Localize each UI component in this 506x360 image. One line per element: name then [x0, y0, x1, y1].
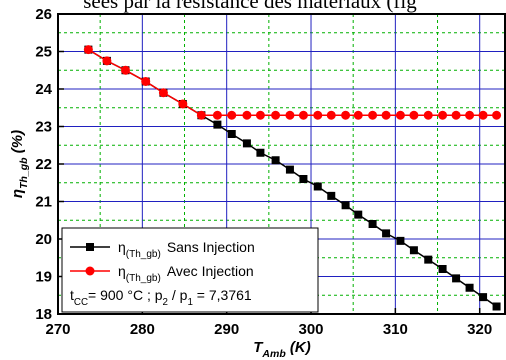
marker — [242, 139, 251, 148]
y-tick-label: 19 — [35, 269, 52, 286]
annotation-part: CC — [74, 297, 88, 308]
legend-marker — [85, 266, 95, 276]
marker — [492, 302, 501, 311]
y-tick-label: 20 — [35, 231, 52, 248]
marker — [438, 110, 448, 120]
x-tick-label: 320 — [467, 321, 492, 338]
marker — [120, 65, 130, 75]
marker — [213, 120, 222, 129]
marker — [341, 201, 350, 210]
x-tick-label: 300 — [299, 321, 324, 338]
marker — [102, 56, 112, 66]
marker — [255, 110, 265, 120]
legend-symbol: η — [118, 239, 126, 255]
marker — [327, 191, 336, 200]
marker — [326, 110, 336, 120]
marker — [212, 110, 222, 120]
marker — [479, 293, 488, 302]
legend-label: η(Th_gb) Avec Injection — [118, 263, 254, 284]
y-tick-label: 23 — [35, 119, 52, 136]
x-axis-label-part: Amb — [261, 348, 286, 360]
marker — [271, 110, 281, 120]
marker — [395, 110, 405, 120]
series-line — [87, 48, 497, 116]
marker — [227, 130, 236, 138]
marker — [158, 88, 168, 98]
marker — [465, 283, 474, 292]
marker — [227, 110, 237, 120]
marker — [438, 265, 447, 273]
annotation: tCC= 900 °C ; p2 / p1 = 7,3761 — [70, 287, 252, 308]
y-tick-label: 26 — [35, 6, 52, 23]
legend-name: Avec Injection — [167, 263, 254, 279]
x-axis-label-part: (K) — [286, 339, 311, 356]
marker — [313, 182, 322, 191]
legend-subscript: (Th_gb) — [126, 273, 161, 284]
y-tick-label: 25 — [35, 44, 52, 61]
annotation-part: 1 — [187, 297, 192, 308]
plot-frame — [57, 13, 506, 315]
marker — [409, 110, 419, 120]
marker — [285, 165, 294, 174]
annotation-part: 2 — [163, 297, 168, 308]
marker — [465, 110, 475, 120]
marker — [424, 255, 433, 264]
marker — [452, 274, 461, 283]
marker — [298, 110, 308, 120]
marker — [242, 110, 252, 120]
marker — [409, 246, 418, 255]
x-tick-label: 290 — [214, 321, 239, 338]
marker — [381, 110, 391, 120]
legend-box — [61, 227, 319, 313]
legend-marker — [86, 243, 94, 251]
marker — [141, 77, 151, 86]
annotation-part: = 7,3761 — [193, 287, 252, 303]
legend-subscript: (Th_gb) — [126, 249, 161, 260]
marker — [396, 236, 405, 245]
x-tick-label: 280 — [130, 321, 155, 338]
marker — [451, 110, 461, 120]
annotation-part: t — [70, 287, 74, 303]
marker — [368, 110, 378, 120]
marker — [478, 110, 488, 120]
marker — [354, 210, 363, 219]
marker — [256, 148, 265, 157]
y-axis-label-part: (%) — [9, 130, 26, 158]
marker — [368, 220, 377, 228]
marker — [285, 110, 295, 120]
y-tick-label: 24 — [35, 81, 52, 98]
marker — [313, 110, 323, 120]
y-axis-label: ηTh_gb (%) — [9, 130, 30, 198]
marker — [271, 156, 280, 165]
marker — [492, 110, 502, 120]
y-axis-label-part: η — [9, 189, 26, 198]
x-axis-label: TAmb (K) — [253, 339, 311, 360]
marker — [178, 99, 188, 109]
marker — [196, 110, 206, 120]
marker — [83, 45, 93, 55]
legend-label: η(Th_gb) Sans Injection — [118, 239, 255, 260]
y-tick-label: 18 — [35, 306, 52, 323]
legend-symbol: η — [118, 263, 126, 279]
caption-fragment: sées par la résistance des matériaux (fi… — [83, 0, 417, 13]
y-axis-label-part: Th_gb — [18, 157, 30, 189]
y-tick-label: 22 — [35, 156, 52, 173]
x-tick-label: 310 — [383, 321, 408, 338]
marker — [382, 229, 391, 238]
y-tick-label: 21 — [35, 194, 52, 211]
marker — [341, 110, 351, 120]
annotation-part: = 900 °C ; p — [88, 287, 163, 303]
marker — [423, 110, 433, 120]
marker — [299, 175, 308, 183]
x-axis-label-part: T — [253, 339, 264, 356]
legend-name: Sans Injection — [167, 239, 255, 255]
annotation-part: / p — [168, 287, 188, 303]
x-tick-label: 270 — [45, 321, 70, 338]
marker — [353, 110, 363, 120]
